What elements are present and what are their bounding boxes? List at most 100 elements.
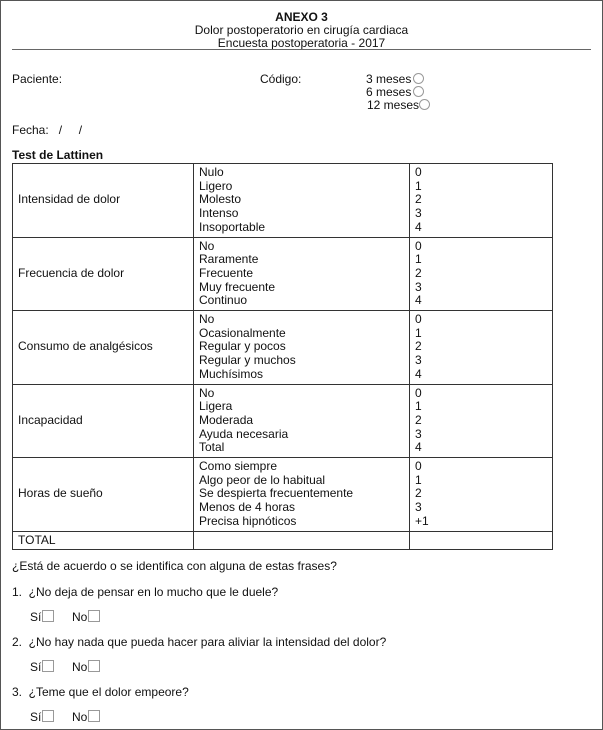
table-row: Intensidad de dolor Nulo Ligero Molesto Inte…	[12, 163, 553, 238]
category-label: Consumo de analgésicos	[12, 310, 194, 385]
paciente-label: Paciente:	[12, 72, 63, 86]
option-item: Precisa hipnóticos	[199, 513, 297, 528]
question-3: 3. ¿Teme que el dolor empeore?	[12, 685, 189, 699]
no-option[interactable]: No	[72, 710, 101, 724]
option-item: Frecuente	[199, 265, 254, 280]
question-2: 2. ¿No hay nada que pueda hacer para ali…	[12, 635, 387, 649]
yes-option[interactable]: Sí	[30, 660, 55, 674]
option-item: Algo peor de lo habitual	[199, 472, 326, 487]
score-value: 0	[415, 385, 422, 400]
score-value: 0	[415, 238, 422, 253]
option-12-meses[interactable]: 12 meses	[367, 98, 431, 112]
category-label: Incapacidad	[12, 383, 194, 459]
checkbox-icon[interactable]	[42, 660, 55, 672]
score-value: +1	[415, 513, 429, 528]
no-label: No	[72, 610, 88, 624]
options-cell: No Raramente Frecuente Muy frecuente Continu…	[193, 236, 410, 312]
table-row: Consumo de analgésicos No Ocasionalmente Re…	[12, 310, 553, 385]
table-row: Incapacidad No Ligera Moderada Ayuda necesar…	[12, 383, 553, 459]
codigo-label: Código:	[260, 72, 302, 86]
checkbox-icon[interactable]	[88, 660, 101, 672]
option-3-meses[interactable]: 3 meses	[366, 72, 425, 86]
option-label: 6 meses	[366, 85, 412, 99]
option-item: No	[199, 312, 215, 327]
option-label: 12 meses	[367, 98, 420, 112]
checkbox-icon[interactable]	[42, 710, 55, 722]
scores-cell: 0 1 2 3 +1	[409, 457, 553, 532]
score-value: 3	[415, 353, 422, 368]
score-value: 3	[415, 426, 422, 441]
score-value: 4	[415, 219, 422, 234]
score-value: 1	[415, 472, 422, 487]
score-value: 2	[415, 339, 422, 354]
score-value: 0	[415, 165, 422, 179]
yes-label: Sí	[30, 610, 42, 624]
option-6-meses[interactable]: 6 meses	[366, 85, 425, 99]
option-item: No	[199, 385, 215, 400]
option-item: Molesto	[199, 192, 242, 207]
option-item: Muchísimos	[199, 366, 264, 381]
option-item: Regular y muchos	[199, 353, 296, 368]
option-item: Regular y pocos	[199, 339, 286, 354]
radio-icon[interactable]	[419, 99, 431, 110]
test-title: Test de Lattinen	[12, 148, 104, 162]
yes-option[interactable]: Sí	[30, 710, 55, 724]
yes-option[interactable]: Sí	[30, 610, 55, 624]
option-item: Menos de 4 horas	[199, 500, 296, 515]
yes-label: Sí	[30, 710, 42, 724]
score-value: 0	[415, 459, 422, 474]
score-value: 3	[415, 279, 422, 294]
total-label: TOTAL	[12, 530, 194, 551]
annex-title: ANEXO 3	[275, 10, 328, 24]
radio-icon[interactable]	[413, 86, 425, 97]
no-label: No	[72, 660, 88, 674]
score-value: 2	[415, 192, 422, 207]
no-label: No	[72, 710, 88, 724]
score-value: 2	[415, 486, 422, 501]
score-value: 1	[415, 252, 422, 267]
checkbox-icon[interactable]	[88, 610, 101, 622]
option-item: Como siempre	[199, 459, 278, 474]
category-label: Horas de sueño	[12, 457, 194, 532]
score-value: 4	[415, 366, 422, 381]
category-label: Intensidad de dolor	[12, 163, 194, 238]
total-score-cell[interactable]	[409, 530, 553, 551]
table-row: Horas de sueño Como siempre Algo peor de l…	[12, 457, 553, 532]
option-item: Moderada	[199, 412, 254, 427]
option-item: Muy frecuente	[199, 279, 276, 294]
score-value: 0	[415, 312, 422, 327]
fecha-separators: / /	[58, 123, 83, 137]
option-item: Total	[199, 440, 225, 455]
option-item: Insoportable	[199, 219, 266, 234]
option-item: Ayuda necesaria	[199, 426, 289, 441]
document-subtitle: Encuesta postoperatoria - 2017	[217, 36, 386, 50]
options-cell: No Ocasionalmente Regular y pocos Regular y…	[193, 310, 410, 385]
total-row: TOTAL	[12, 530, 553, 551]
no-option[interactable]: No	[72, 660, 101, 674]
score-value: 3	[415, 500, 422, 515]
score-value: 2	[415, 265, 422, 280]
questions-intro: ¿Está de acuerdo o se identifica con alg…	[12, 559, 337, 573]
options-cell: Nulo Ligero Molesto Intenso Insoportable	[193, 163, 410, 238]
no-option[interactable]: No	[72, 610, 101, 624]
table-row: Frecuencia de dolor No Raramente Frecuente M…	[12, 236, 553, 312]
option-item: Nulo	[199, 165, 224, 179]
options-cell: Como siempre Algo peor de lo habitual Se d…	[193, 457, 410, 532]
score-value: 4	[415, 293, 422, 308]
option-label: 3 meses	[366, 72, 412, 86]
option-item: Ocasionalmente	[199, 325, 286, 340]
checkbox-icon[interactable]	[42, 610, 55, 622]
checkbox-icon[interactable]	[88, 710, 101, 722]
category-label: Frecuencia de dolor	[12, 236, 194, 312]
total-options-cell[interactable]	[193, 530, 410, 551]
radio-icon[interactable]	[413, 73, 425, 84]
option-item: No	[199, 238, 215, 253]
score-value: 1	[415, 399, 422, 414]
fecha-field: Fecha: / /	[12, 123, 82, 137]
yes-label: Sí	[30, 660, 42, 674]
